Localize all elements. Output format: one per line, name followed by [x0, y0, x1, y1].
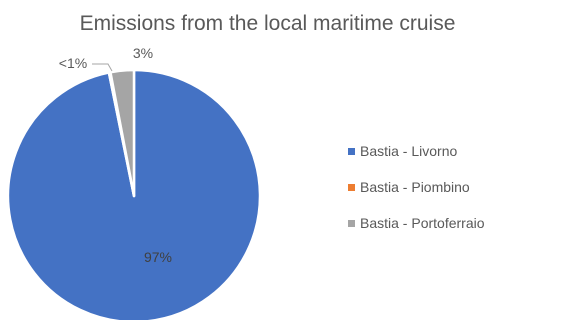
- leader-line-bastia-piombino: [92, 63, 113, 72]
- chart-title: Emissions from the local maritime cruise: [79, 12, 456, 35]
- data-label-bastia-portoferraio: 3%: [133, 45, 153, 61]
- legend-item-bastia-piombino: Bastia - Piombino: [348, 178, 578, 196]
- legend-swatch: [348, 219, 355, 227]
- data-label-bastia-piombino: <1%: [59, 55, 87, 71]
- legend-label: Bastia - Piombino: [360, 179, 470, 195]
- legend-label: Bastia - Livorno: [360, 143, 458, 159]
- pie-slice-bastia-portoferraio: [109, 68, 136, 198]
- data-label-bastia-livorno: 97%: [144, 249, 172, 265]
- legend-swatch: [348, 147, 355, 155]
- legend-label: Bastia - Portoferraio: [360, 215, 485, 231]
- legend-item-bastia-livorno: Bastia - Livorno: [348, 142, 578, 160]
- legend-item-bastia-portoferraio: Bastia - Portoferraio: [348, 214, 578, 232]
- legend: Bastia - Livorno Bastia - Piombino Basti…: [348, 142, 578, 250]
- pie-slices: [6, 68, 262, 320]
- legend-swatch: [348, 183, 355, 191]
- data-labels: 97% <1% 3%: [59, 45, 172, 265]
- leader-lines: [92, 63, 113, 72]
